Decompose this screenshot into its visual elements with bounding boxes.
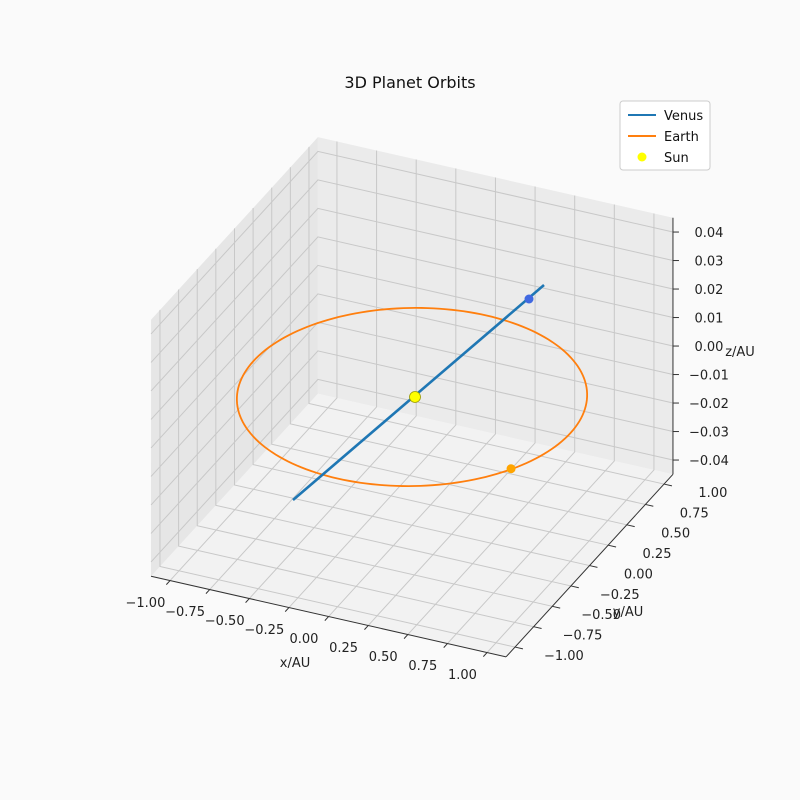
x-tick-label: −0.25 [244, 623, 284, 638]
x-grid-line [447, 204, 615, 644]
legend-swatch-sun [637, 152, 647, 162]
x-grid-line [407, 195, 576, 635]
z-tick-label: 0.01 [694, 312, 723, 327]
x-tick-label: 0.50 [369, 650, 398, 665]
y-grid-line [308, 146, 665, 485]
y-tick [514, 646, 524, 650]
x-tick [205, 589, 211, 594]
tick-marks [165, 231, 679, 657]
y-grid-line [196, 269, 553, 607]
x-tick-label: 1.00 [448, 668, 477, 683]
z-grid-line [150, 179, 674, 363]
y-tick [589, 565, 598, 568]
y-tick-label: 0.25 [643, 547, 672, 562]
y-tick-label: −0.75 [563, 629, 603, 644]
legend-label-earth: Earth [664, 130, 699, 145]
z-grid-line [150, 207, 674, 392]
x-tick-label: 0.25 [329, 641, 358, 656]
x-tick-label: −1.00 [126, 596, 166, 611]
y-tick [608, 544, 617, 548]
x-grid-line [209, 150, 378, 590]
z-tick-label: −0.01 [689, 369, 729, 384]
data-series [235, 284, 589, 501]
y-grid-line [215, 248, 572, 587]
x-tick [443, 643, 448, 648]
y-grid-line [289, 167, 646, 505]
z-axis-label: z/AU [725, 345, 755, 360]
y-grid-line [233, 228, 590, 567]
z-tick-label: 0.04 [694, 226, 723, 241]
y-grid-line [159, 309, 516, 648]
sun-marker [409, 391, 421, 403]
y-tick-label: 0.75 [680, 506, 709, 521]
z-tick-label: 0.02 [694, 283, 723, 298]
x-axis-label: x/AU [280, 656, 310, 671]
x-tick [482, 652, 488, 657]
z-grid-line [150, 378, 674, 563]
legend-label-venus: Venus [664, 109, 703, 124]
y-tick-label: −1.00 [544, 649, 584, 664]
z-tick-label: −0.02 [689, 397, 729, 412]
y-axis-label: y/AU [613, 605, 643, 620]
chart-title: 3D Planet Orbits [344, 73, 475, 92]
x-tick [245, 598, 250, 603]
tick-labels: −1.00−0.75−0.50−0.250.000.250.500.751.00… [126, 226, 729, 683]
y-tick [533, 626, 542, 629]
x-grid-line [248, 159, 417, 599]
z-grid-line [150, 350, 674, 534]
y-tick [663, 483, 673, 487]
x-tick [324, 616, 329, 621]
y-tick-label: 1.00 [698, 486, 727, 501]
y-grid-line [252, 208, 609, 546]
x-tick [284, 607, 290, 612]
x-tick-label: 0.75 [408, 659, 437, 674]
y-tick-label: −0.50 [581, 608, 621, 623]
y-tick [626, 524, 635, 528]
x-tick [364, 625, 369, 630]
z-tick-label: −0.04 [689, 454, 729, 469]
x-tick [165, 580, 171, 585]
z-tick-label: 0.03 [694, 255, 723, 270]
x-tick-label: −0.50 [205, 614, 245, 629]
z-tick-label: −0.03 [689, 426, 729, 441]
z-tick-label: 0.00 [694, 340, 723, 355]
y-tick-label: 0.50 [661, 527, 690, 542]
x-grid-line [367, 186, 536, 626]
earth-orbit-line [235, 307, 589, 487]
earth-position-marker [506, 464, 516, 474]
x-tick-label: −0.75 [165, 605, 205, 620]
y-grid-line [271, 187, 627, 526]
x-grid-line [169, 141, 338, 581]
x-grid-line [486, 213, 655, 653]
y-tick [570, 585, 579, 589]
grid-lines [150, 141, 674, 653]
y-grid-line [178, 289, 534, 628]
z-grid-line [150, 236, 674, 420]
legend-label-sun: Sun [664, 151, 689, 166]
x-grid-line [288, 168, 457, 608]
y-tick-label: 0.00 [624, 567, 653, 582]
y-tick [645, 503, 654, 507]
z-grid-line [150, 293, 674, 477]
z-grid-line [150, 264, 674, 449]
venus-position-marker [524, 294, 534, 304]
x-tick-label: 0.00 [289, 632, 318, 647]
y-tick-label: −0.25 [600, 588, 640, 603]
x-tick [403, 634, 409, 639]
z-grid-line [150, 150, 674, 335]
x-grid-line [328, 177, 496, 617]
y-tick [552, 605, 561, 609]
legend: Venus Earth Sun [619, 100, 711, 171]
